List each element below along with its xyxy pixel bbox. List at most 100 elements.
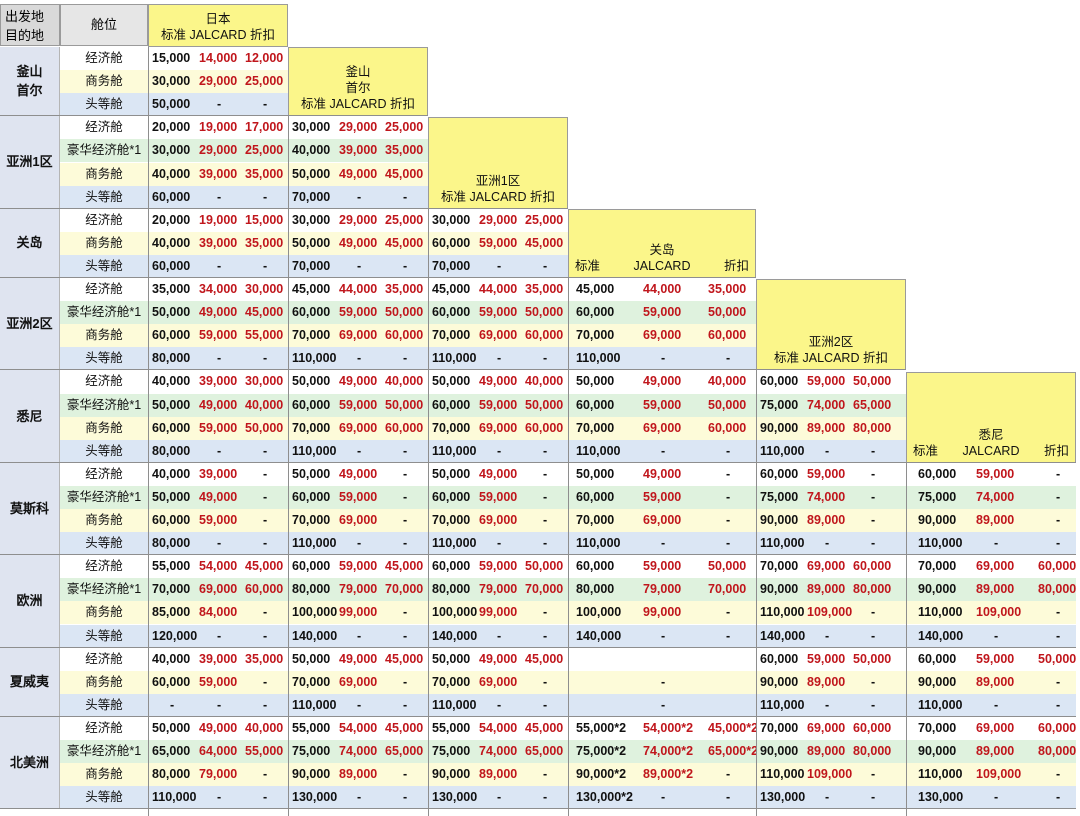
standard-miles: 110,000 [576,536,621,551]
standard-miles: 110,000 [760,536,805,551]
destination-3: 关岛 [0,208,60,278]
discount-miles: 25,000 [245,74,284,89]
discount-miles: 50,000 [245,420,284,435]
standard-miles: 75,000 [760,397,799,412]
fare-cell: 70,000 69,000 60,000 [288,324,428,348]
standard-miles: 70,000 [576,513,615,527]
fare-cell: 110,000 - - [288,439,428,463]
standard-miles: 50,000 [152,489,191,504]
jalcard-miles: - [357,790,362,805]
discount-miles: 70,000 [385,582,424,597]
jalcard-miles: - [661,790,666,805]
jalcard-miles: 49,000 [339,166,378,181]
discount-miles: - [263,674,268,689]
jalcard-miles: 59,000 [643,305,682,320]
standard-miles: 70,000 [292,189,331,204]
jalcard-miles: 89,000 [976,582,1015,597]
discount-miles: - [263,466,268,481]
discount-miles: 60,000 [385,420,424,435]
standard-miles: 60,000 [432,559,471,574]
discount-miles: - [263,513,268,527]
standard-miles: 80,000 [152,536,191,551]
cabin-label: 商务舱 [60,763,148,787]
standard-miles: 60,000 [152,189,191,204]
cabin-label: 商务舱 [60,601,148,625]
jalcard-miles: - [217,351,222,366]
standard-miles: 110,000 [918,767,963,782]
fare-cell: 85,000 84,000 - [148,601,288,625]
discount-miles: - [403,443,408,458]
fare-cell: 110,000 - - [906,532,1076,556]
fare-cell: 40,000 39,000 35,000 [288,139,428,163]
fare-cell: 90,000 89,000 - [756,509,906,532]
fare-cell: 50,000 49,000 40,000 [428,370,568,394]
jalcard-miles: - [357,351,362,366]
standard-miles: 110,000 [760,605,805,620]
standard-miles: 20,000 [152,120,191,135]
fare-cell: 130,000 - - [906,786,1076,810]
destination-name: 悉尼 [16,407,42,426]
destination-name: 亚洲1区 [6,152,52,171]
jalcard-miles: 59,000 [479,397,518,412]
discount-miles: 50,000 [708,559,747,574]
cabin-label: 头等舱 [60,439,148,463]
jalcard-miles: 89,000 [807,582,846,597]
destination-name: 莫斯科 [10,499,49,518]
standard-miles: 30,000 [292,120,331,135]
discount-miles: - [1056,466,1061,481]
standard-miles: 80,000 [432,582,471,597]
jalcard-miles: 89,000 [976,674,1015,689]
group-divider [0,207,568,209]
jalcard-miles: 49,000 [199,720,238,735]
discount-miles: 50,000 [385,305,424,320]
fare-cell: 55,000 54,000 45,000 [288,716,428,740]
cabin-label: 头等舱 [60,254,148,278]
discount-miles: 45,000 [245,305,284,320]
fare-cell: 65,000 64,000 55,000 [148,740,288,763]
standard-miles: 70,000 [292,513,331,527]
discount-miles: 60,000 [385,328,424,343]
jalcard-miles: 59,000 [479,235,518,250]
jalcard-miles: 49,000 [339,235,378,250]
standard-miles: 110,000 [432,536,477,551]
standard-miles: 70,000 [760,559,799,574]
discount-miles: - [726,489,731,504]
discount-miles: - [403,258,408,273]
standard-miles: 90,000*2 [576,767,627,782]
jalcard-miles: 29,000 [199,74,238,89]
fare-cell: 80,000 - - [148,439,288,463]
destination-name-line: 亚洲2区 [6,316,53,332]
destination-4: 亚洲2区 [0,278,60,371]
cabin-label: 头等舱 [60,93,148,117]
jalcard-miles: - [497,536,502,551]
discount-miles: 60,000 [1038,559,1077,574]
discount-miles: - [543,513,548,527]
discount-miles: - [871,697,876,712]
discount-miles: 60,000 [1038,720,1077,735]
jalcard-miles: - [825,628,830,643]
discount-miles: - [871,790,876,805]
discount-miles: - [543,767,548,782]
jalcard-miles: 44,000 [339,282,378,296]
cabin-label: 经济舱 [60,278,148,301]
jalcard-miles: 39,000 [199,466,238,481]
jalcard-miles: 79,000 [199,767,238,782]
fare-cell: 110,000 - - [288,693,428,717]
discount-miles: 35,000 [385,143,424,158]
jalcard-miles: 109,000 [807,605,853,620]
discount-miles: - [403,489,408,504]
jalcard-miles: 99,000 [479,605,518,620]
fare-cell: 110,000 - - [756,439,906,463]
jalcard-miles: 59,000 [199,420,238,435]
fare-cell: 30,000 29,000 25,000 [288,116,428,140]
group-divider [0,115,428,117]
fare-cell: 45,000 44,000 35,000 [288,278,428,301]
discount-miles: 15,000 [245,212,284,227]
discount-miles: 25,000 [525,212,564,227]
standard-miles: 55,000 [152,559,191,574]
jalcard-miles: - [994,628,999,643]
standard-miles: 120,000 [152,628,198,643]
fare-cell: 55,000 54,000 45,000 [428,716,568,740]
fare-cell: 20,000 19,000 17,000 [148,116,288,140]
discount-miles: 40,000 [245,397,284,412]
